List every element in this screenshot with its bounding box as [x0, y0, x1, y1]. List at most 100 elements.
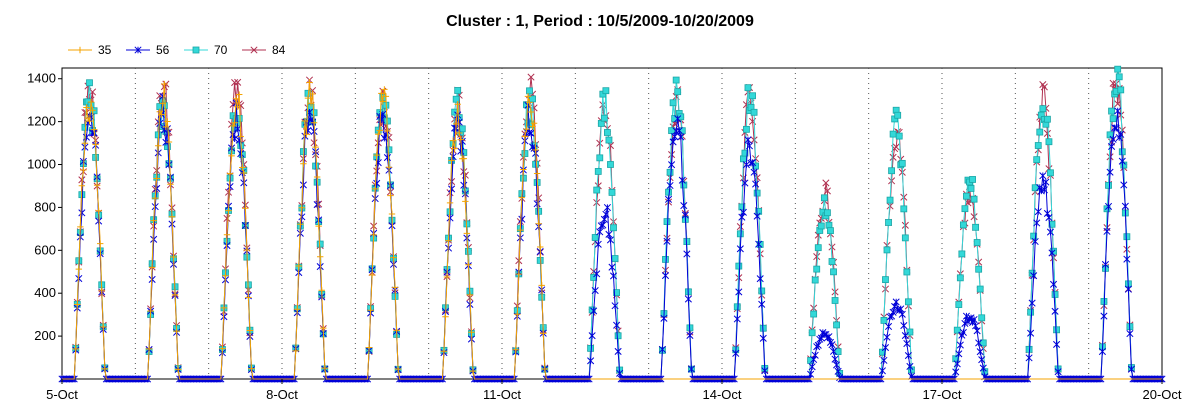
data-point	[171, 291, 179, 298]
data-point	[78, 209, 86, 217]
data-point	[81, 140, 89, 147]
data-point	[1045, 138, 1053, 146]
data-point	[833, 361, 841, 369]
data-point	[294, 306, 301, 313]
data-point	[813, 265, 821, 273]
data-point	[608, 189, 616, 196]
data-point	[738, 203, 746, 211]
data-point	[759, 334, 767, 342]
data-point	[532, 146, 539, 154]
data-point	[1040, 83, 1048, 91]
data-point	[978, 356, 986, 364]
data-point	[310, 139, 318, 147]
data-point	[1033, 156, 1041, 164]
data-point	[878, 367, 886, 375]
data-point	[976, 348, 984, 356]
data-point	[758, 300, 766, 308]
data-point	[1040, 186, 1048, 194]
data-point	[168, 213, 176, 220]
data-point	[607, 161, 614, 168]
data-point	[664, 195, 673, 203]
data-point	[234, 125, 242, 133]
data-point	[373, 167, 381, 175]
data-point	[1039, 105, 1047, 113]
data-point	[313, 173, 321, 181]
data-point	[173, 327, 180, 335]
data-point	[972, 223, 980, 231]
data-point	[1124, 285, 1132, 293]
data-point	[1033, 219, 1041, 227]
data-point	[1046, 228, 1055, 236]
data-point	[661, 272, 670, 280]
data-point	[1053, 326, 1060, 334]
data-point	[237, 133, 244, 140]
data-point	[315, 222, 322, 230]
data-point	[596, 139, 604, 147]
data-point	[735, 262, 743, 270]
data-point	[739, 208, 747, 216]
data-point	[320, 324, 327, 332]
data-point	[310, 119, 318, 126]
data-point	[1106, 153, 1114, 161]
data-point	[77, 223, 84, 231]
data-point	[736, 230, 744, 238]
data-point	[898, 310, 906, 318]
data-point	[602, 210, 610, 218]
x-axis: 5-Oct 8-Oct 11-Oct 14-Oct 17-Oct 20-Oct	[46, 379, 1182, 402]
data-point	[1103, 205, 1111, 213]
x-tick-label: 8-Oct	[266, 387, 298, 402]
data-point	[1112, 124, 1120, 132]
data-point	[683, 250, 691, 258]
data-point	[677, 113, 685, 121]
data-point	[1106, 131, 1114, 139]
plot-area	[58, 65, 1166, 383]
data-point	[1054, 368, 1062, 376]
data-point	[752, 162, 760, 170]
data-point	[831, 297, 839, 304]
data-point	[828, 341, 836, 349]
data-point	[669, 99, 677, 107]
legend-label: 84	[272, 43, 286, 57]
data-point	[464, 247, 472, 255]
x-tick-label: 17-Oct	[922, 387, 961, 402]
data-point	[101, 365, 108, 373]
data-point	[680, 181, 688, 189]
grid-lines	[134, 68, 1090, 379]
data-point	[466, 291, 474, 299]
data-point	[318, 287, 325, 294]
data-point	[680, 202, 688, 210]
data-point	[1028, 299, 1036, 307]
data-point	[732, 349, 740, 357]
data-point	[1044, 115, 1051, 123]
data-point	[904, 352, 912, 360]
data-point	[901, 221, 909, 229]
data-point	[686, 331, 694, 339]
data-point	[665, 188, 672, 196]
data-point	[150, 217, 157, 224]
data-point	[527, 108, 535, 116]
data-point	[237, 150, 245, 158]
data-point	[593, 186, 601, 194]
data-point	[687, 365, 695, 373]
chart-title: Cluster : 1, Period : 10/5/2009-10/20/20…	[446, 13, 754, 30]
data-point	[736, 245, 744, 253]
data-point	[675, 126, 683, 135]
data-point	[236, 91, 243, 98]
legend-label: 70	[214, 43, 228, 57]
data-point	[953, 360, 961, 368]
data-point	[382, 93, 390, 100]
data-point	[1051, 307, 1059, 315]
x-tick-label: 5-Oct	[46, 387, 78, 402]
data-point	[292, 347, 299, 355]
data-point	[817, 222, 825, 230]
data-point	[889, 130, 897, 138]
data-point	[1053, 340, 1061, 349]
data-point	[449, 153, 457, 161]
data-point	[533, 200, 541, 208]
data-point	[1036, 128, 1044, 136]
legend-label: 56	[156, 43, 170, 57]
data-point	[594, 168, 602, 175]
data-point	[1127, 365, 1135, 373]
data-point	[228, 152, 235, 160]
data-point	[1049, 280, 1058, 288]
